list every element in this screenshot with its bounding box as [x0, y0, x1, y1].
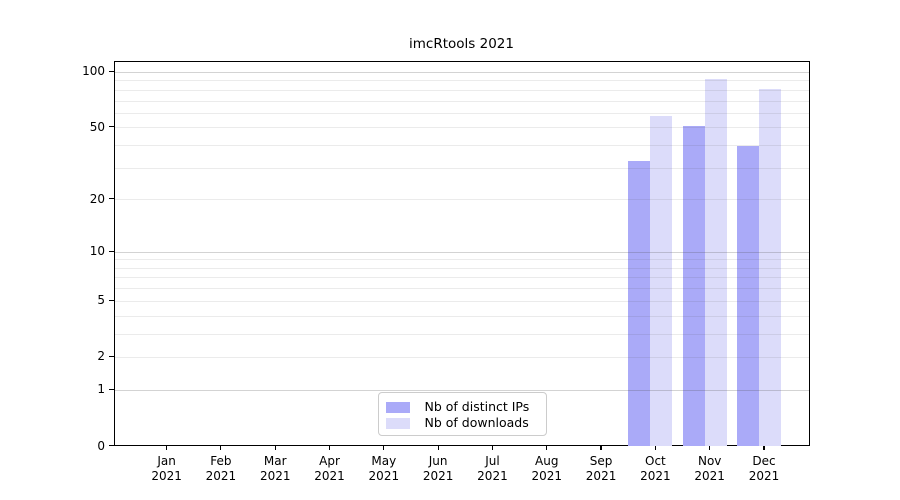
- plot-area: [113, 61, 810, 447]
- legend-swatch: [385, 401, 410, 413]
- y-tick-label: 5: [97, 293, 105, 308]
- x-tick-label-mar: Mar 2021: [259, 453, 291, 484]
- legend-entry-distinct-ips: Nb of distinct IPs: [385, 399, 546, 415]
- y-tick-mark: [109, 388, 114, 390]
- legend-entry-downloads: Nb of downloads: [385, 415, 546, 431]
- y-tick-mark: [109, 299, 114, 301]
- x-tick-label-may: May 2021: [368, 453, 400, 484]
- bar-ips-oct: [628, 160, 651, 447]
- bars-layer: [115, 62, 810, 447]
- y-tick-label: 1: [97, 382, 105, 397]
- y-tick-mark: [109, 126, 114, 128]
- legend: Nb of distinct IPs Nb of downloads: [377, 392, 547, 436]
- y-tick-mark: [109, 355, 114, 358]
- x-tick-label-oct: Oct 2021: [640, 453, 671, 484]
- bar-downloads-dec: [759, 89, 781, 447]
- y-tick-mark: [109, 250, 114, 252]
- x-tick-mark: [383, 445, 385, 450]
- bar-ips-nov: [682, 126, 705, 447]
- legend-label: Nb of downloads: [424, 415, 529, 430]
- chart-title: imcRtools 2021: [409, 36, 514, 52]
- x-tick-mark: [546, 445, 548, 450]
- y-tick-label: 100: [82, 64, 105, 79]
- y-tick-label: 50: [89, 119, 105, 134]
- x-tick-label-apr: Apr 2021: [314, 453, 345, 484]
- x-tick-label-jan: Jan 2021: [151, 453, 182, 484]
- y-tick-label: 20: [89, 191, 105, 206]
- legend-swatch: [385, 417, 410, 429]
- x-tick-mark: [220, 445, 222, 450]
- x-tick-label-jun: Jun 2021: [422, 453, 454, 484]
- x-tick-label-dec: Dec 2021: [748, 453, 780, 484]
- x-tick-label-nov: Nov 2021: [694, 453, 725, 484]
- y-tick-label: 10: [89, 244, 105, 259]
- x-tick-mark: [166, 445, 168, 450]
- x-tick-mark: [763, 445, 765, 450]
- bar-downloads-oct: [650, 116, 673, 447]
- y-tick-label: 0: [97, 438, 105, 453]
- y-tick-mark: [109, 70, 114, 73]
- x-tick-label-feb: Feb 2021: [205, 453, 237, 484]
- x-tick-mark: [328, 445, 331, 450]
- y-tick-label: 2: [97, 349, 105, 364]
- x-tick-label-jul: Jul 2021: [477, 453, 508, 484]
- x-tick-mark: [437, 445, 439, 450]
- x-tick-mark: [274, 445, 276, 450]
- x-tick-mark: [709, 445, 711, 450]
- x-tick-label-aug: Aug 2021: [531, 453, 563, 484]
- y-tick-mark: [109, 198, 114, 200]
- x-tick-mark: [654, 445, 656, 450]
- bar-downloads-nov: [704, 79, 727, 447]
- y-tick-mark: [109, 444, 114, 447]
- legend-label: Nb of distinct IPs: [424, 399, 530, 414]
- x-tick-mark: [600, 445, 602, 450]
- x-tick-label-sep: Sep 2021: [585, 453, 617, 484]
- bar-ips-dec: [737, 145, 759, 447]
- x-tick-mark: [491, 445, 494, 450]
